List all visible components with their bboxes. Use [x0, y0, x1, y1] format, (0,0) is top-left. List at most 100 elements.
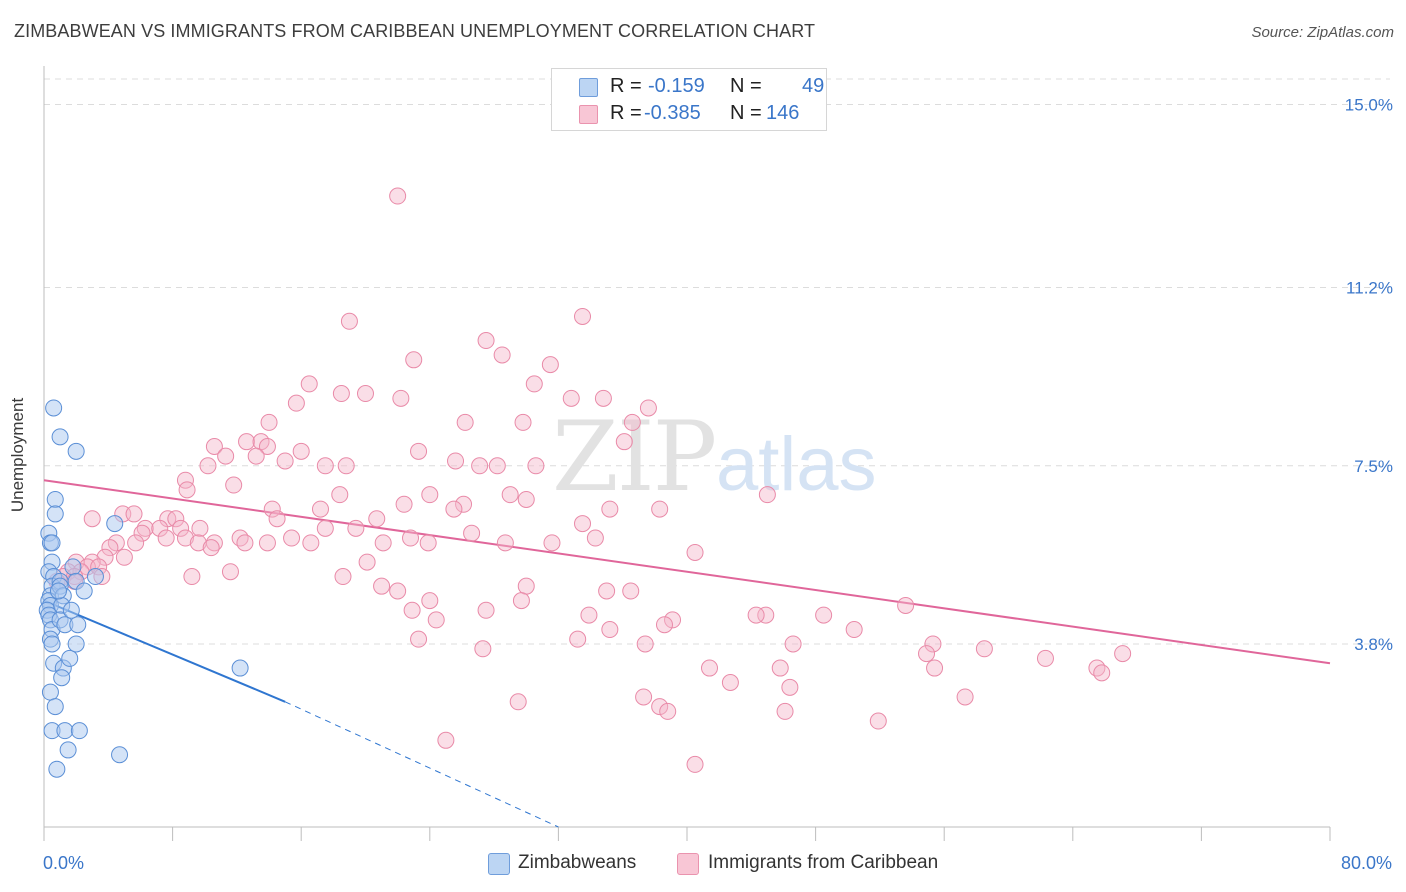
legend-r-value: -0.385 — [644, 102, 701, 124]
data-point-caribbean — [635, 688, 653, 706]
data-point-caribbean — [686, 543, 704, 561]
data-point-caribbean — [924, 635, 942, 653]
data-point-caribbean — [421, 486, 439, 504]
data-point-zimbabweans — [43, 635, 61, 653]
data-point-caribbean — [493, 346, 511, 364]
data-point-zimbabweans — [61, 649, 79, 667]
data-point-caribbean — [178, 481, 196, 499]
data-point-caribbean — [562, 389, 580, 407]
data-point-caribbean — [368, 510, 386, 528]
data-point-caribbean — [1093, 664, 1111, 682]
data-point-caribbean — [501, 486, 519, 504]
data-point-caribbean — [276, 452, 294, 470]
data-point-caribbean — [258, 534, 276, 552]
data-point-caribbean — [664, 611, 682, 629]
data-point-caribbean — [316, 457, 334, 475]
data-point-caribbean — [776, 702, 794, 720]
data-point-caribbean — [127, 534, 145, 552]
legend-r-label: R = — [610, 75, 642, 97]
watermark: ZIP atlas — [552, 401, 877, 513]
data-point-zimbabweans — [111, 746, 129, 764]
data-point-caribbean — [205, 438, 223, 455]
data-point-caribbean — [721, 674, 739, 692]
data-point-caribbean — [758, 486, 776, 504]
data-point-caribbean — [421, 592, 439, 610]
data-point-caribbean — [205, 534, 223, 552]
data-point-caribbean — [686, 755, 704, 773]
data-point-caribbean — [601, 621, 619, 639]
data-point-caribbean — [815, 606, 833, 624]
data-point-caribbean — [410, 630, 428, 648]
data-point-zimbabweans — [48, 760, 66, 778]
data-point-caribbean — [701, 659, 719, 677]
data-point-caribbean — [574, 307, 592, 325]
data-point-caribbean — [151, 519, 169, 537]
y-tick-label: 11.2% — [1346, 279, 1393, 298]
data-point-caribbean — [176, 529, 194, 547]
data-point-caribbean — [447, 452, 465, 470]
data-point-zimbabweans — [53, 669, 71, 687]
data-point-zimbabweans — [67, 442, 85, 460]
data-point-caribbean — [623, 413, 641, 431]
source-label: Source: ZipAtlas.com — [1251, 24, 1394, 41]
legend-swatch-blue — [579, 78, 598, 97]
data-point-caribbean — [263, 500, 281, 518]
x-tick-label-min: 0.0% — [43, 853, 85, 873]
data-point-caribbean — [183, 568, 201, 586]
data-point-caribbean — [389, 187, 407, 205]
data-point-zimbabweans — [46, 505, 64, 523]
legend-swatch-pink — [677, 853, 699, 875]
data-point-caribbean — [445, 500, 463, 518]
legend-swatch-pink — [579, 105, 598, 124]
data-point-caribbean — [300, 375, 318, 393]
data-point-caribbean — [133, 524, 151, 542]
legend-label: Zimbabweans — [518, 852, 637, 873]
data-point-caribbean — [236, 534, 254, 552]
trend-line-zimbabweans — [43, 599, 286, 703]
legend-r-value: -0.159 — [648, 75, 705, 97]
data-point-caribbean — [395, 495, 413, 513]
data-point-zimbabweans — [43, 534, 61, 552]
data-point-caribbean — [517, 577, 535, 595]
data-point-zimbabweans — [106, 515, 124, 533]
data-point-zimbabweans — [41, 683, 59, 701]
data-point-caribbean — [101, 539, 119, 557]
data-point-caribbean — [636, 635, 654, 653]
data-point-caribbean — [247, 447, 265, 465]
data-point-caribbean — [496, 534, 514, 552]
data-point-caribbean — [781, 678, 799, 696]
data-point-caribbean — [1036, 649, 1054, 667]
data-point-caribbean — [771, 659, 789, 677]
legend-n-label: N = — [730, 102, 762, 124]
legend-n-value: 49 — [802, 75, 825, 97]
data-point-caribbean — [258, 438, 276, 455]
data-point-caribbean — [340, 312, 358, 330]
data-point-caribbean — [402, 529, 420, 547]
data-point-zimbabweans — [62, 601, 80, 619]
x-tick-label-max: 80.0% — [1340, 853, 1392, 873]
data-point-caribbean — [655, 616, 673, 634]
data-point-caribbean — [615, 433, 633, 451]
data-point-caribbean — [784, 635, 802, 653]
data-point-caribbean — [897, 596, 915, 614]
legend-label: Immigrants from Caribbean — [708, 852, 939, 873]
trend-line-caribbean — [43, 479, 1331, 665]
legend-row-pink: R = -0.385 N = 146 — [552, 102, 826, 126]
data-point-caribbean — [514, 413, 532, 431]
data-point-caribbean — [225, 476, 243, 494]
data-point-zimbabweans — [64, 558, 82, 576]
grid-lines — [44, 78, 1390, 645]
data-point-caribbean — [217, 447, 235, 465]
data-point-caribbean — [437, 731, 455, 749]
data-point-caribbean — [334, 568, 352, 586]
legend-r-label: R = — [610, 102, 642, 124]
data-point-zimbabweans — [49, 582, 67, 600]
data-point-caribbean — [357, 385, 374, 403]
data-point-caribbean — [172, 519, 190, 537]
data-point-caribbean — [659, 702, 677, 720]
data-point-caribbean — [622, 582, 640, 600]
data-point-caribbean — [569, 630, 587, 648]
data-point-caribbean — [1114, 645, 1132, 663]
data-point-caribbean — [191, 519, 209, 537]
y-tick-label: 15.0% — [1345, 96, 1393, 115]
